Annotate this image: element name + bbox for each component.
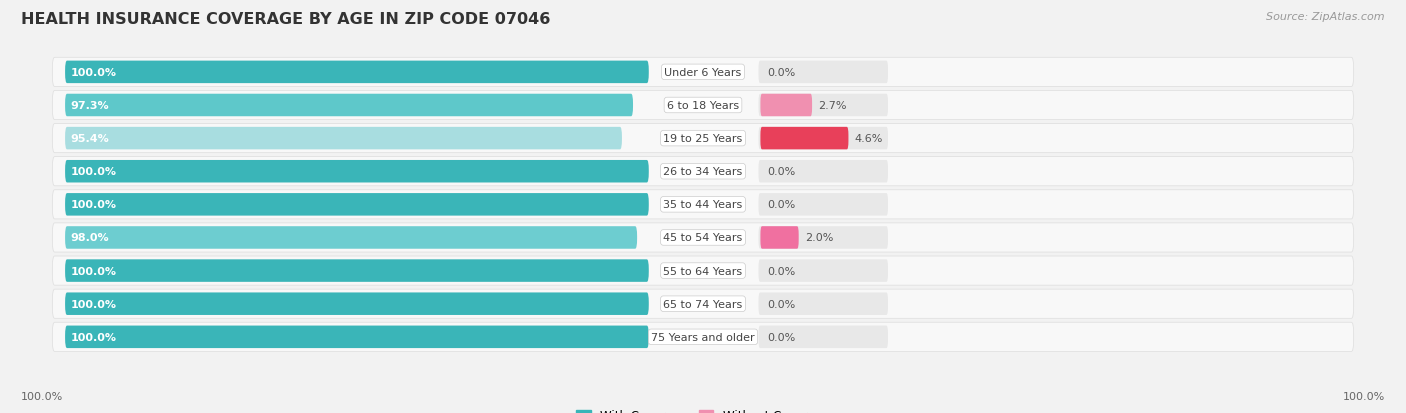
Text: 100.0%: 100.0% <box>70 299 117 309</box>
FancyBboxPatch shape <box>758 128 889 150</box>
Text: 95.4%: 95.4% <box>70 134 108 144</box>
FancyBboxPatch shape <box>52 58 1354 87</box>
FancyBboxPatch shape <box>758 293 889 315</box>
Text: 35 to 44 Years: 35 to 44 Years <box>664 200 742 210</box>
Text: 97.3%: 97.3% <box>70 101 108 111</box>
Text: HEALTH INSURANCE COVERAGE BY AGE IN ZIP CODE 07046: HEALTH INSURANCE COVERAGE BY AGE IN ZIP … <box>21 12 551 27</box>
FancyBboxPatch shape <box>65 260 648 282</box>
FancyBboxPatch shape <box>761 95 813 117</box>
Text: 6 to 18 Years: 6 to 18 Years <box>666 101 740 111</box>
FancyBboxPatch shape <box>65 326 648 348</box>
Text: 100.0%: 100.0% <box>70 200 117 210</box>
Text: 98.0%: 98.0% <box>70 233 108 243</box>
Text: 0.0%: 0.0% <box>766 167 794 177</box>
FancyBboxPatch shape <box>65 194 648 216</box>
FancyBboxPatch shape <box>758 227 889 249</box>
Text: 26 to 34 Years: 26 to 34 Years <box>664 167 742 177</box>
Text: 55 to 64 Years: 55 to 64 Years <box>664 266 742 276</box>
FancyBboxPatch shape <box>758 326 889 348</box>
FancyBboxPatch shape <box>52 223 1354 252</box>
Text: 0.0%: 0.0% <box>766 299 794 309</box>
FancyBboxPatch shape <box>758 161 889 183</box>
FancyBboxPatch shape <box>758 194 889 216</box>
FancyBboxPatch shape <box>761 227 799 249</box>
FancyBboxPatch shape <box>65 227 637 249</box>
FancyBboxPatch shape <box>761 128 848 150</box>
FancyBboxPatch shape <box>65 95 633 117</box>
Text: 100.0%: 100.0% <box>70 68 117 78</box>
FancyBboxPatch shape <box>65 128 621 150</box>
FancyBboxPatch shape <box>758 62 889 84</box>
FancyBboxPatch shape <box>758 95 889 117</box>
FancyBboxPatch shape <box>52 190 1354 219</box>
Text: 65 to 74 Years: 65 to 74 Years <box>664 299 742 309</box>
Text: 100.0%: 100.0% <box>1343 391 1385 401</box>
FancyBboxPatch shape <box>65 293 648 315</box>
Text: 100.0%: 100.0% <box>70 332 117 342</box>
FancyBboxPatch shape <box>52 256 1354 285</box>
Text: Under 6 Years: Under 6 Years <box>665 68 741 78</box>
Text: 0.0%: 0.0% <box>766 332 794 342</box>
FancyBboxPatch shape <box>65 161 648 183</box>
Text: 100.0%: 100.0% <box>70 266 117 276</box>
FancyBboxPatch shape <box>52 124 1354 153</box>
Text: 100.0%: 100.0% <box>21 391 63 401</box>
Text: 75 Years and older: 75 Years and older <box>651 332 755 342</box>
FancyBboxPatch shape <box>52 323 1354 351</box>
Text: 100.0%: 100.0% <box>70 167 117 177</box>
FancyBboxPatch shape <box>65 62 648 84</box>
Text: 0.0%: 0.0% <box>766 266 794 276</box>
Text: 45 to 54 Years: 45 to 54 Years <box>664 233 742 243</box>
Text: 0.0%: 0.0% <box>766 200 794 210</box>
Legend: With Coverage, Without Coverage: With Coverage, Without Coverage <box>572 404 834 413</box>
FancyBboxPatch shape <box>52 290 1354 318</box>
Text: 0.0%: 0.0% <box>766 68 794 78</box>
Text: 2.0%: 2.0% <box>806 233 834 243</box>
FancyBboxPatch shape <box>52 91 1354 120</box>
FancyBboxPatch shape <box>758 260 889 282</box>
Text: Source: ZipAtlas.com: Source: ZipAtlas.com <box>1267 12 1385 22</box>
FancyBboxPatch shape <box>52 157 1354 186</box>
Text: 2.7%: 2.7% <box>818 101 846 111</box>
Text: 19 to 25 Years: 19 to 25 Years <box>664 134 742 144</box>
Text: 4.6%: 4.6% <box>855 134 883 144</box>
